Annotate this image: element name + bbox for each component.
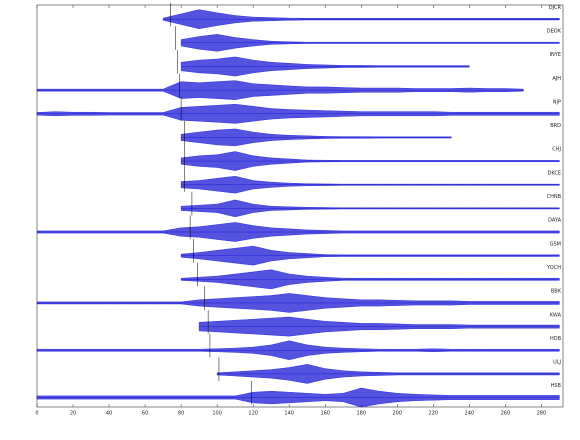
trace-envelope — [198, 316, 560, 337]
trace-envelope — [180, 34, 560, 52]
x-tick-label: 240 — [465, 411, 475, 417]
x-tick-label: 220 — [429, 411, 439, 417]
station-label: NJP — [553, 99, 561, 105]
station-label: ULJ — [553, 360, 561, 366]
station-label: DKCE — [547, 170, 561, 176]
x-tick-label: 20 — [70, 411, 76, 417]
station-label: HDB — [550, 336, 562, 342]
station-label: INYE — [550, 52, 561, 58]
x-tick-label: 80 — [178, 411, 184, 417]
x-tick-label: 60 — [142, 411, 148, 417]
trace-envelope — [162, 9, 560, 30]
x-tick-label: 140 — [284, 411, 294, 417]
trace-envelope — [36, 340, 560, 361]
station-label: YOCH — [546, 265, 561, 271]
x-tick-label: 200 — [393, 411, 403, 417]
x-tick-label: 160 — [320, 411, 330, 417]
station-label: DEOK — [547, 29, 562, 35]
trace-envelope — [180, 245, 560, 266]
station-label: BRD — [550, 123, 561, 129]
trace-envelope — [36, 222, 560, 242]
trace-envelope — [180, 175, 560, 194]
trace-envelope — [180, 56, 470, 77]
x-tick-label: 180 — [356, 411, 366, 417]
station-label: HSB — [551, 383, 562, 389]
trace-envelope — [36, 293, 560, 313]
trace-envelope — [180, 128, 452, 147]
x-tick-label: 120 — [248, 411, 258, 417]
trace-envelope — [36, 103, 560, 124]
station-label: BBK — [551, 289, 562, 295]
station-label: KWA — [550, 312, 562, 318]
trace-envelope — [180, 199, 560, 218]
x-tick-label: 0 — [35, 411, 38, 417]
station-label: DJCR — [549, 5, 562, 11]
x-tick-label: 100 — [212, 411, 222, 417]
plot-frame — [36, 4, 564, 408]
trace-envelope — [36, 387, 560, 408]
trace-envelope — [36, 80, 524, 100]
station-label: DAYA — [548, 218, 561, 224]
trace-envelope — [180, 269, 560, 290]
x-tick-label: 40 — [106, 411, 112, 417]
station-label: GSM — [550, 241, 561, 247]
trace-envelope — [180, 151, 560, 171]
x-tick-label: 260 — [501, 411, 511, 417]
station-label: AJH — [552, 76, 561, 82]
station-label: CHJ — [552, 147, 561, 153]
station-label: CHNB — [547, 194, 562, 200]
trace-envelope — [216, 364, 560, 384]
x-tick-label: 280 — [537, 411, 547, 417]
